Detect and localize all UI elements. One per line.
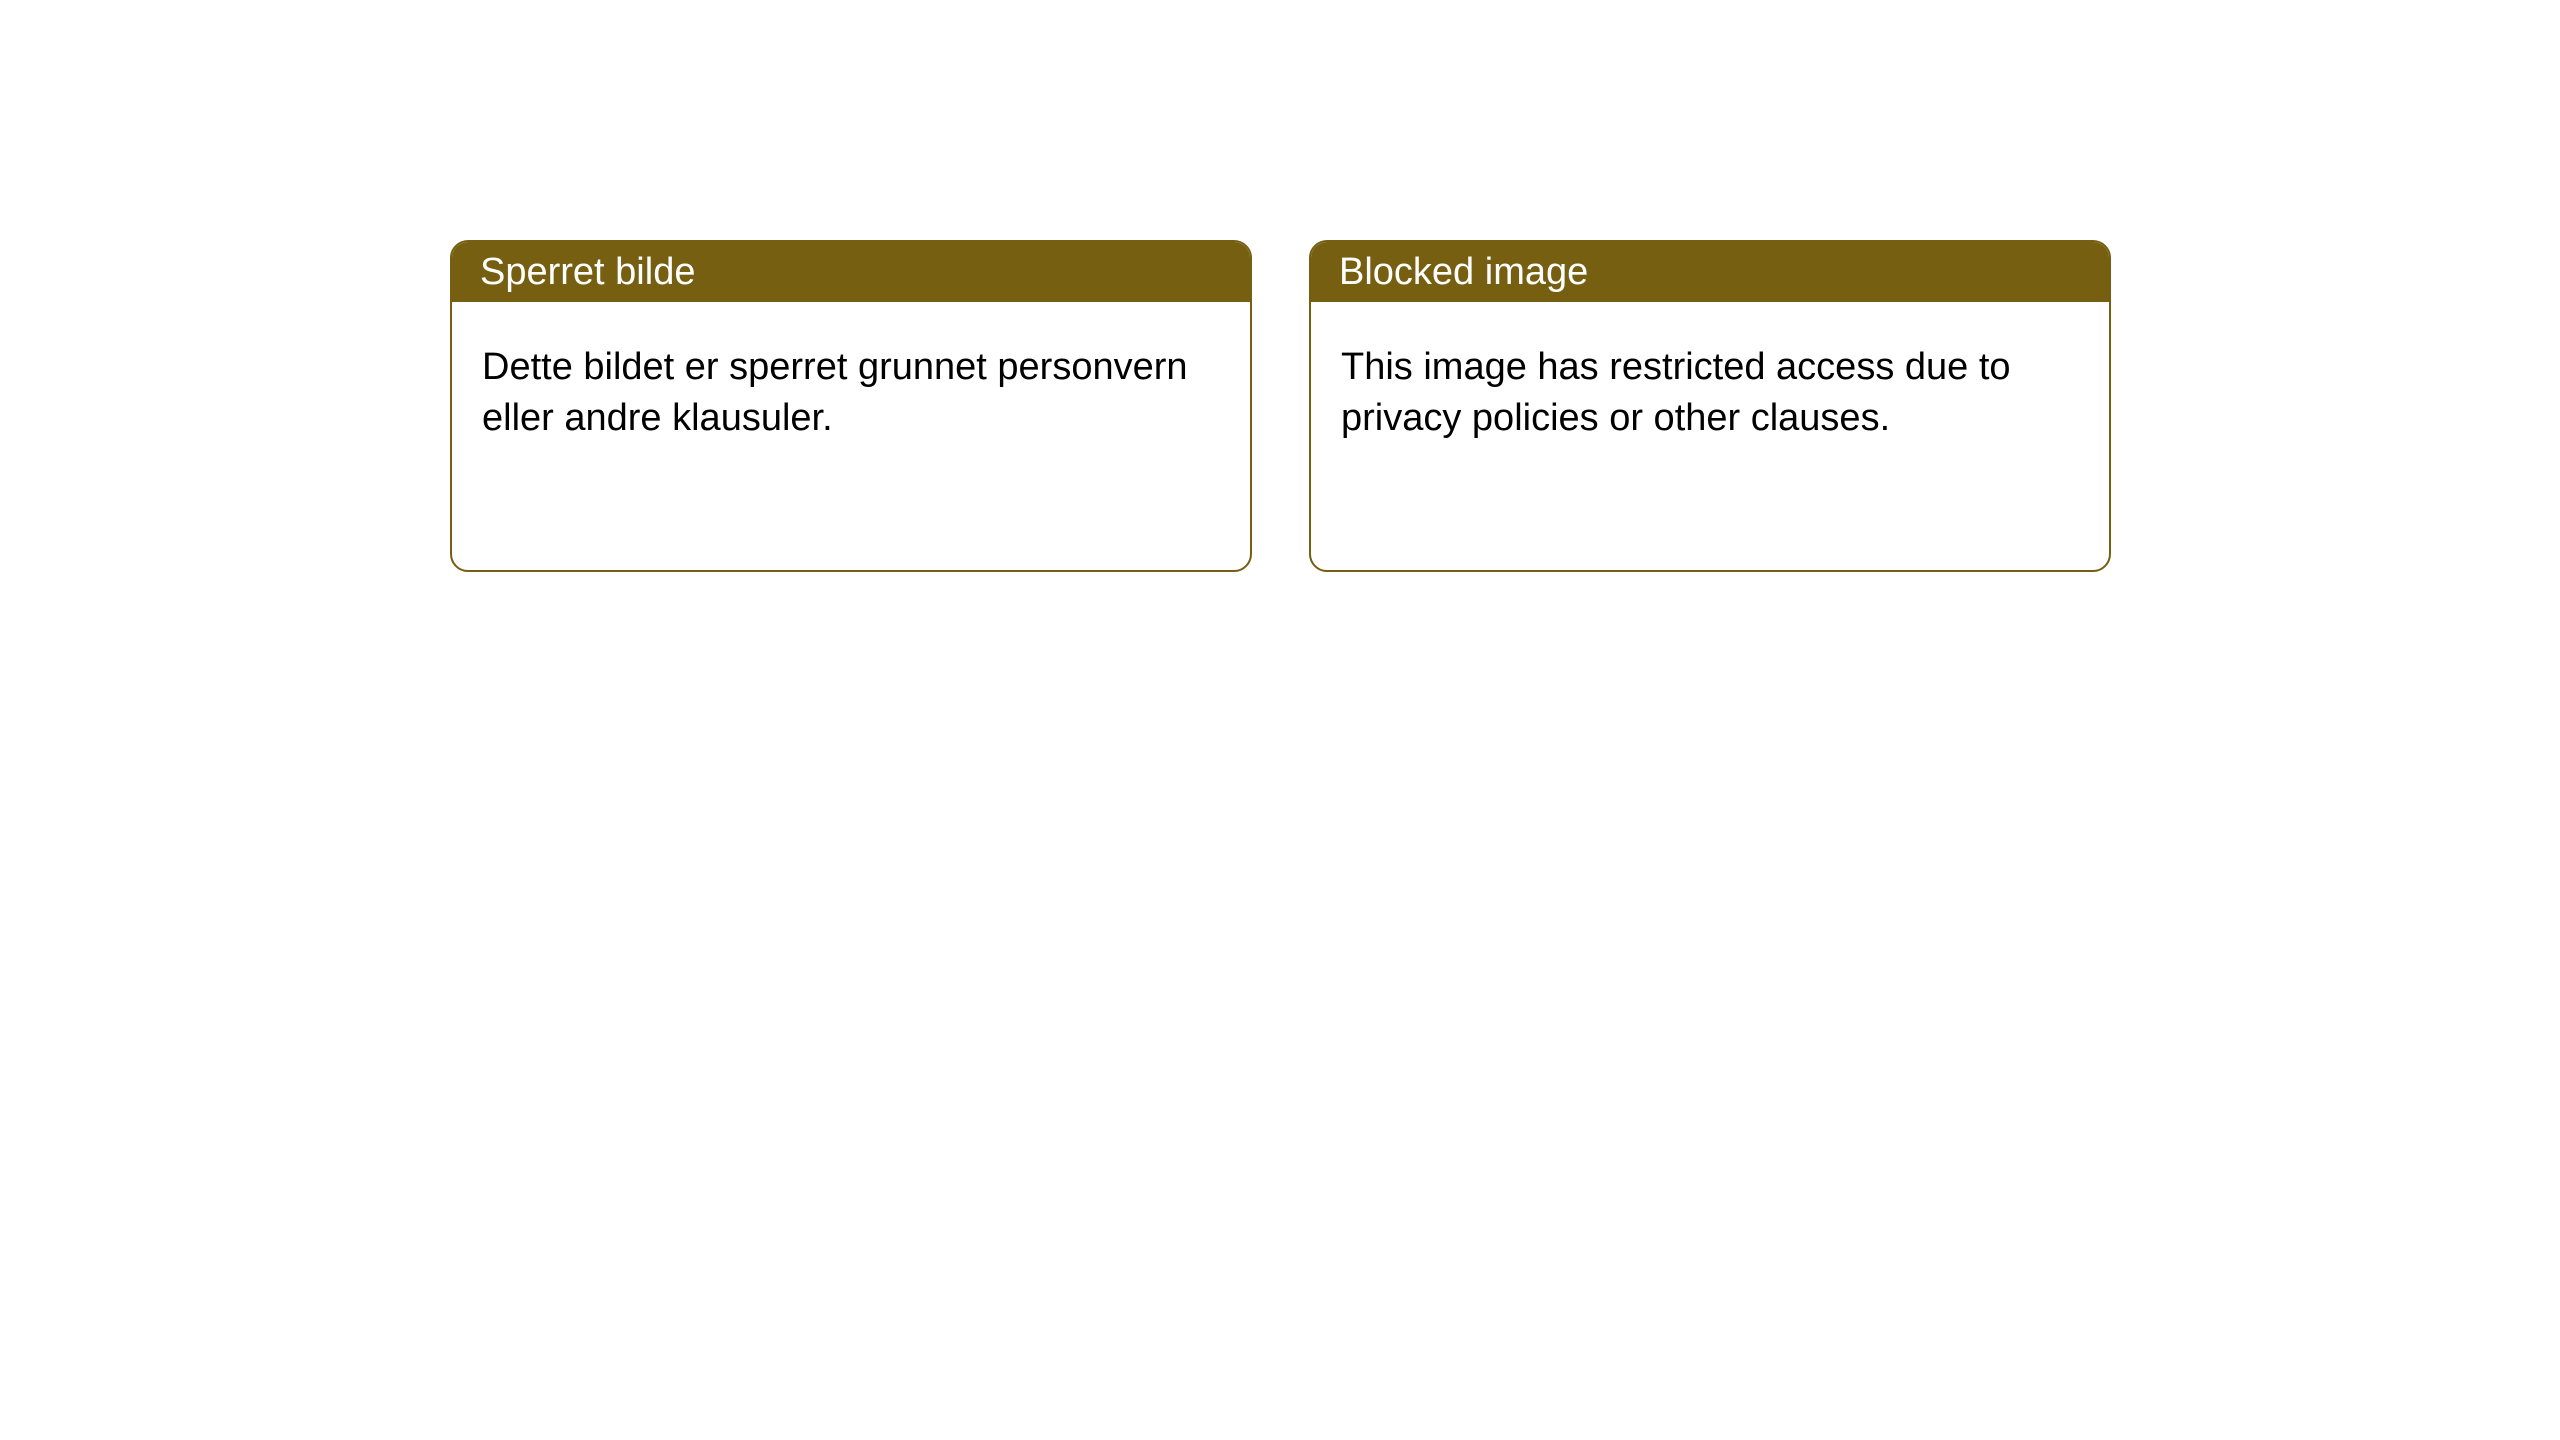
blocked-image-notice-container: Sperret bilde Dette bildet er sperret gr…: [450, 240, 2111, 572]
notice-card-norwegian: Sperret bilde Dette bildet er sperret gr…: [450, 240, 1252, 572]
notice-card-english: Blocked image This image has restricted …: [1309, 240, 2111, 572]
notice-body-text-english: This image has restricted access due to …: [1341, 346, 2011, 439]
notice-header-norwegian: Sperret bilde: [452, 242, 1250, 302]
notice-body-text-norwegian: Dette bildet er sperret grunnet personve…: [482, 346, 1188, 439]
notice-body-english: This image has restricted access due to …: [1311, 302, 2109, 485]
notice-body-norwegian: Dette bildet er sperret grunnet personve…: [452, 302, 1250, 485]
notice-header-english: Blocked image: [1311, 242, 2109, 302]
notice-title-norwegian: Sperret bilde: [480, 251, 695, 294]
notice-title-english: Blocked image: [1339, 251, 1588, 294]
